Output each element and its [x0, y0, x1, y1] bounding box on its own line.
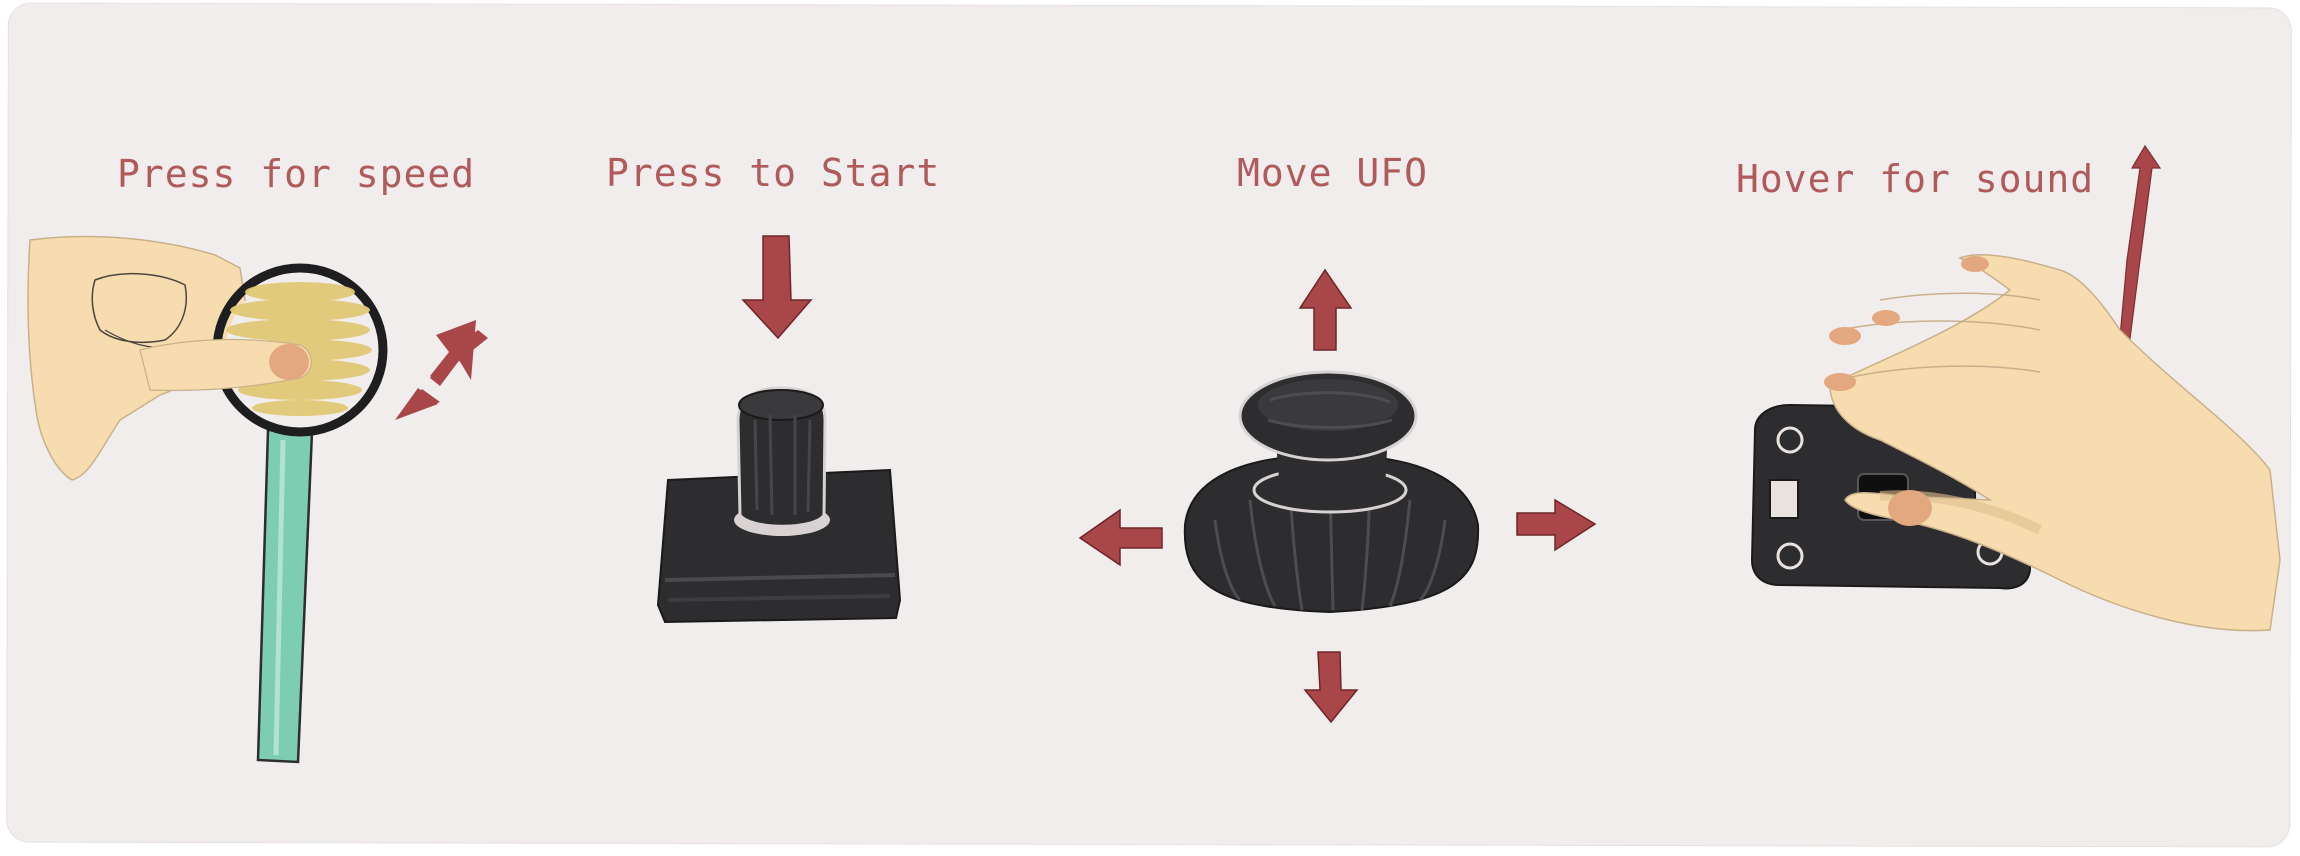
hand-hover-sensor-icon	[1750, 254, 2281, 632]
caption-press-to-start: Press to Start	[606, 151, 941, 195]
joystick-icon	[1183, 370, 1480, 614]
arrow-right-icon	[1516, 498, 1597, 552]
caption-press-for-speed: Press for speed	[117, 152, 476, 196]
caption-hover-for-sound: Hover for sound	[1736, 157, 2095, 201]
caption-move-ufo: Move UFO	[1237, 151, 1429, 195]
arrow-down-icon	[1303, 651, 1359, 724]
double-arrow-diagonal-icon	[395, 320, 488, 420]
arrow-down-icon	[741, 235, 813, 340]
arrow-up-icon	[1298, 268, 1353, 351]
arrow-left-icon	[1078, 508, 1163, 567]
hand-pressing-slider-icon	[27, 235, 388, 764]
push-button-icon	[656, 386, 902, 624]
